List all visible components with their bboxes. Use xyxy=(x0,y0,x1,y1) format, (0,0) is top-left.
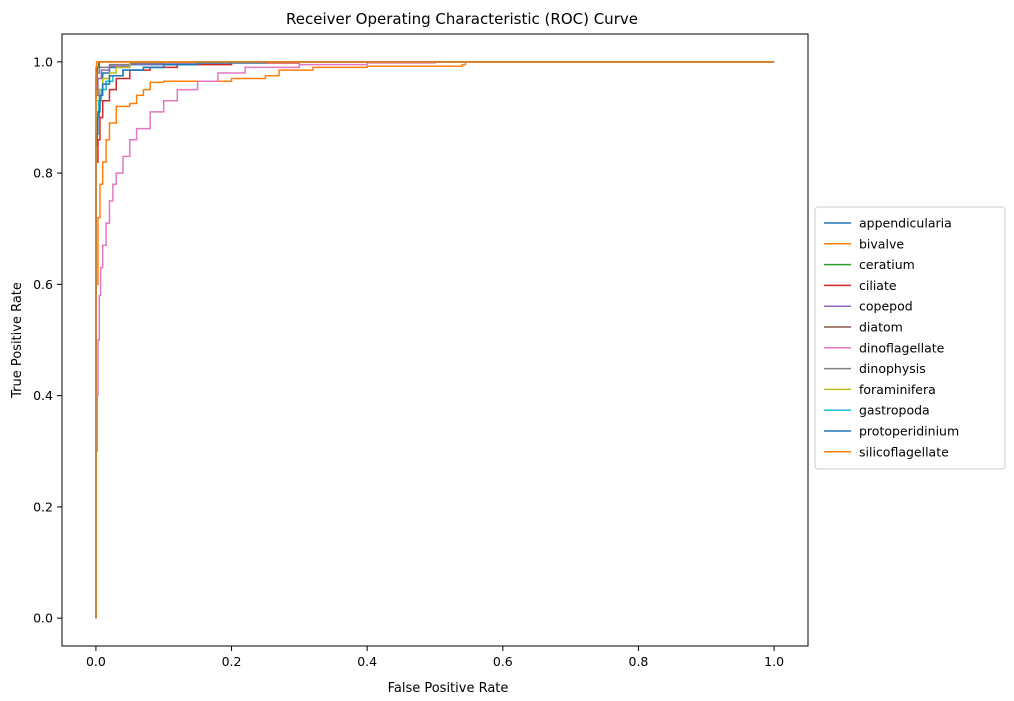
chart-title: Receiver Operating Characteristic (ROC) … xyxy=(286,10,638,28)
legend-label: foraminifera xyxy=(859,382,936,397)
legend-label: copepod xyxy=(859,299,913,314)
legend-label: appendicularia xyxy=(859,216,952,231)
series-line-ceratium xyxy=(95,61,775,619)
legend-label: gastropoda xyxy=(859,403,930,418)
legend-label: diatom xyxy=(859,320,903,335)
legend-label: dinophysis xyxy=(859,361,926,376)
legend-label: silicoflagellate xyxy=(859,444,949,459)
y-tick-label: 0.4 xyxy=(33,388,53,403)
series-line-foraminifera xyxy=(95,61,775,619)
series-lines xyxy=(95,61,775,619)
y-tick-label: 0.2 xyxy=(33,499,53,514)
x-tick-label: 0.0 xyxy=(86,654,106,669)
x-tick-label: 0.6 xyxy=(493,654,513,669)
series-line-ciliate xyxy=(95,61,775,619)
y-tick-label: 1.0 xyxy=(33,54,53,69)
x-tick-label: 1.0 xyxy=(764,654,784,669)
x-tick-label: 0.4 xyxy=(357,654,377,669)
axis-ticks: 0.0 0.2 0.4 0.6 0.8 1.0 0.0 0.2 0.4 0.6 0.8 1.0 xyxy=(33,54,784,669)
series-line-dinophysis xyxy=(95,61,775,619)
series-line-dinoflagellate xyxy=(95,61,775,619)
legend: appendicularia bivalve ceratium ciliate cope… xyxy=(814,206,1006,470)
legend-label: ceratium xyxy=(859,257,915,272)
series-line-copepod xyxy=(95,61,775,619)
legend-label: ciliate xyxy=(859,278,897,293)
legend-label: dinoflagellate xyxy=(859,340,945,355)
series-line-protoperidinium xyxy=(95,61,775,619)
series-line-appendicularia xyxy=(95,61,775,619)
x-axis-label: False Positive Rate xyxy=(388,681,509,696)
x-tick-label: 0.2 xyxy=(222,654,242,669)
series-line-silicoflagellate xyxy=(95,61,775,619)
legend-label: bivalve xyxy=(859,236,904,251)
series-line-gastropoda xyxy=(95,61,775,619)
legend-label: protoperidinium xyxy=(859,424,959,439)
x-tick-label: 0.8 xyxy=(629,654,649,669)
plot-frame xyxy=(61,33,809,647)
series-line-diatom xyxy=(95,61,775,619)
series-line-bivalve xyxy=(95,61,775,619)
y-axis-label: True Positive Rate xyxy=(10,282,25,399)
y-tick-label: 0.6 xyxy=(33,277,53,292)
legend-box xyxy=(814,206,1006,470)
y-tick-label: 0.8 xyxy=(33,166,53,181)
y-tick-label: 0.0 xyxy=(33,611,53,626)
